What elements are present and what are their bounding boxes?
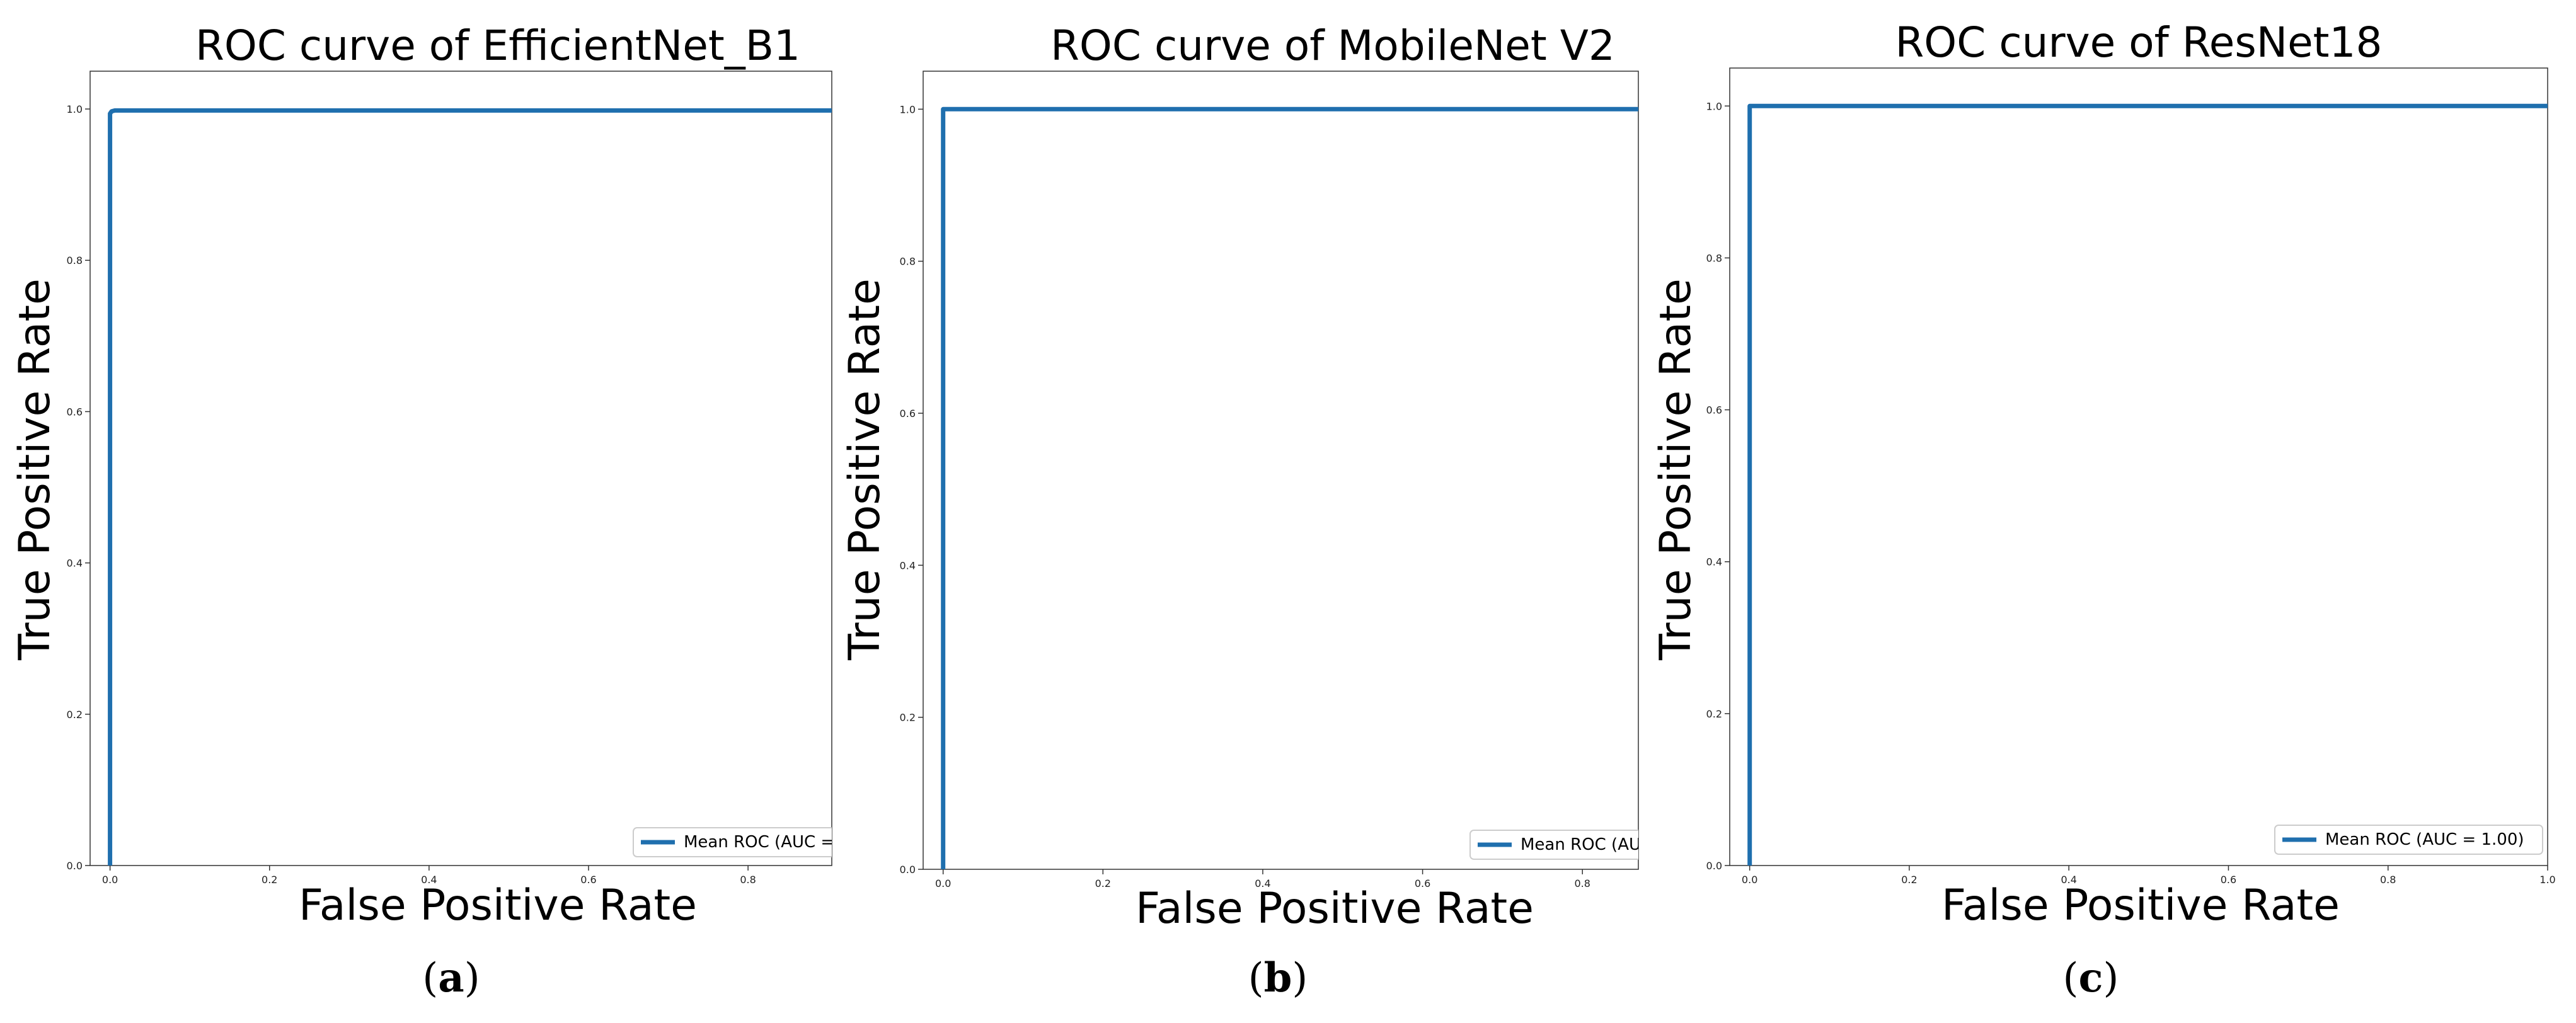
legend-box-a xyxy=(633,827,832,857)
x-tick-label-c-0: 0.0 xyxy=(1742,874,1757,886)
caption-b-letter: b xyxy=(1263,954,1292,1002)
x-axis-label-b: False Positive Rate xyxy=(1136,884,1534,934)
caption-c-close: ) xyxy=(2103,955,2119,1002)
chart-title-a: ROC curve of EfficientNet_B1 xyxy=(195,21,800,70)
x-tick-label-c-4: 0.8 xyxy=(2380,874,2396,886)
caption-c: (c) xyxy=(2063,954,2119,1002)
y-tick-label-a-3: 0.6 xyxy=(67,406,83,418)
x-tick-label-b-4: 0.8 xyxy=(1575,877,1590,889)
x-axis-label-c: False Positive Rate xyxy=(1941,881,2340,930)
x-tick-label-c-5: 1.0 xyxy=(2539,874,2555,886)
y-tick-label-b-4: 0.8 xyxy=(900,256,916,268)
caption-a-letter: a xyxy=(438,954,464,1002)
legend-label-a: Mean ROC (AUC = xyxy=(684,833,834,852)
chart-panel-c: ROC curve of ResNet18 False Positive Rate… xyxy=(1651,18,2556,930)
roc-curve-a-0 xyxy=(108,108,832,866)
chart-panel-a: ROC curve of EfficientNet_B1 False Positi… xyxy=(10,21,834,930)
legend-label-b: Mean ROC (AU xyxy=(1521,835,1641,854)
caption-b-close: ) xyxy=(1292,955,1308,1002)
y-tick-label-a-4: 0.8 xyxy=(67,254,83,266)
x-tick-label-b-2: 0.4 xyxy=(1255,877,1270,889)
legend-box-c xyxy=(2274,825,2543,855)
y-tick-label-b-1: 0.2 xyxy=(900,712,916,724)
caption-b: (b) xyxy=(1248,954,1308,1002)
y-tick-label-b-5: 1.0 xyxy=(900,103,916,115)
caption-a-close: ) xyxy=(464,955,480,1002)
plot-frame-a xyxy=(89,71,832,866)
chart-panel-b: ROC curve of MobileNet V2 False Positive … xyxy=(840,21,1641,934)
caption-a: (a) xyxy=(422,954,480,1002)
y-tick-label-b-3: 0.6 xyxy=(900,408,916,420)
x-tick-label-a-2: 0.4 xyxy=(421,874,437,886)
y-tick-label-c-1: 0.2 xyxy=(1706,708,1722,720)
x-tick-label-b-3: 0.6 xyxy=(1415,877,1430,889)
chart-title-c: ROC curve of ResNet18 xyxy=(1895,18,2382,67)
caption-c-open: ( xyxy=(2062,955,2079,1002)
legend-label-c: Mean ROC (AUC = 1.00) xyxy=(2325,830,2524,849)
x-tick-label-b-1: 0.2 xyxy=(1095,877,1111,889)
y-tick-label-a-5: 1.0 xyxy=(67,103,83,115)
caption-b-open: ( xyxy=(1248,955,1264,1002)
y-tick-label-c-4: 0.8 xyxy=(1706,252,1722,264)
x-tick-label-c-3: 0.6 xyxy=(2221,874,2236,886)
y-tick-label-c-0: 0.0 xyxy=(1706,860,1722,872)
y-axis-label-c: True Positive Rate xyxy=(1651,278,1701,661)
caption-a-open: ( xyxy=(422,955,439,1002)
y-axis-label-a: True Positive Rate xyxy=(10,278,60,661)
y-tick-label-c-2: 0.4 xyxy=(1706,556,1722,568)
legend-box-b xyxy=(1469,830,1638,860)
y-axis-label-b: True Positive Rate xyxy=(840,278,890,661)
y-tick-label-b-0: 0.0 xyxy=(900,864,916,876)
legend-c: Mean ROC (AUC = 1.00) xyxy=(2274,825,2543,855)
caption-c-letter: c xyxy=(2078,954,2103,1002)
roc-curve-b-0 xyxy=(941,106,1638,869)
y-tick-label-c-5: 1.0 xyxy=(1706,100,1722,112)
plot-frame-c xyxy=(1729,67,2548,866)
x-tick-label-b-0: 0.0 xyxy=(935,877,951,889)
x-tick-label-c-2: 0.4 xyxy=(2061,874,2076,886)
y-tick-label-c-3: 0.6 xyxy=(1706,404,1722,416)
legend-b: Mean ROC (AU xyxy=(1469,830,1641,860)
y-tick-label-b-2: 0.4 xyxy=(900,559,916,571)
y-tick-label-a-0: 0.0 xyxy=(67,860,83,872)
legend-a: Mean ROC (AUC = xyxy=(633,827,834,857)
x-tick-label-a-1: 0.2 xyxy=(262,874,277,886)
y-tick-label-a-2: 0.4 xyxy=(67,557,83,569)
y-tick-label-a-1: 0.2 xyxy=(67,709,83,721)
x-tick-label-a-3: 0.6 xyxy=(580,874,596,886)
x-tick-label-c-1: 0.2 xyxy=(1901,874,1917,886)
roc-curve-c-0 xyxy=(1747,103,2548,866)
chart-title-b: ROC curve of MobileNet V2 xyxy=(1050,21,1615,70)
x-tick-label-a-4: 0.8 xyxy=(740,874,756,886)
plot-frame-b xyxy=(923,71,1639,870)
x-tick-label-a-0: 0.0 xyxy=(102,874,118,886)
x-axis-label-a: False Positive Rate xyxy=(299,881,697,930)
